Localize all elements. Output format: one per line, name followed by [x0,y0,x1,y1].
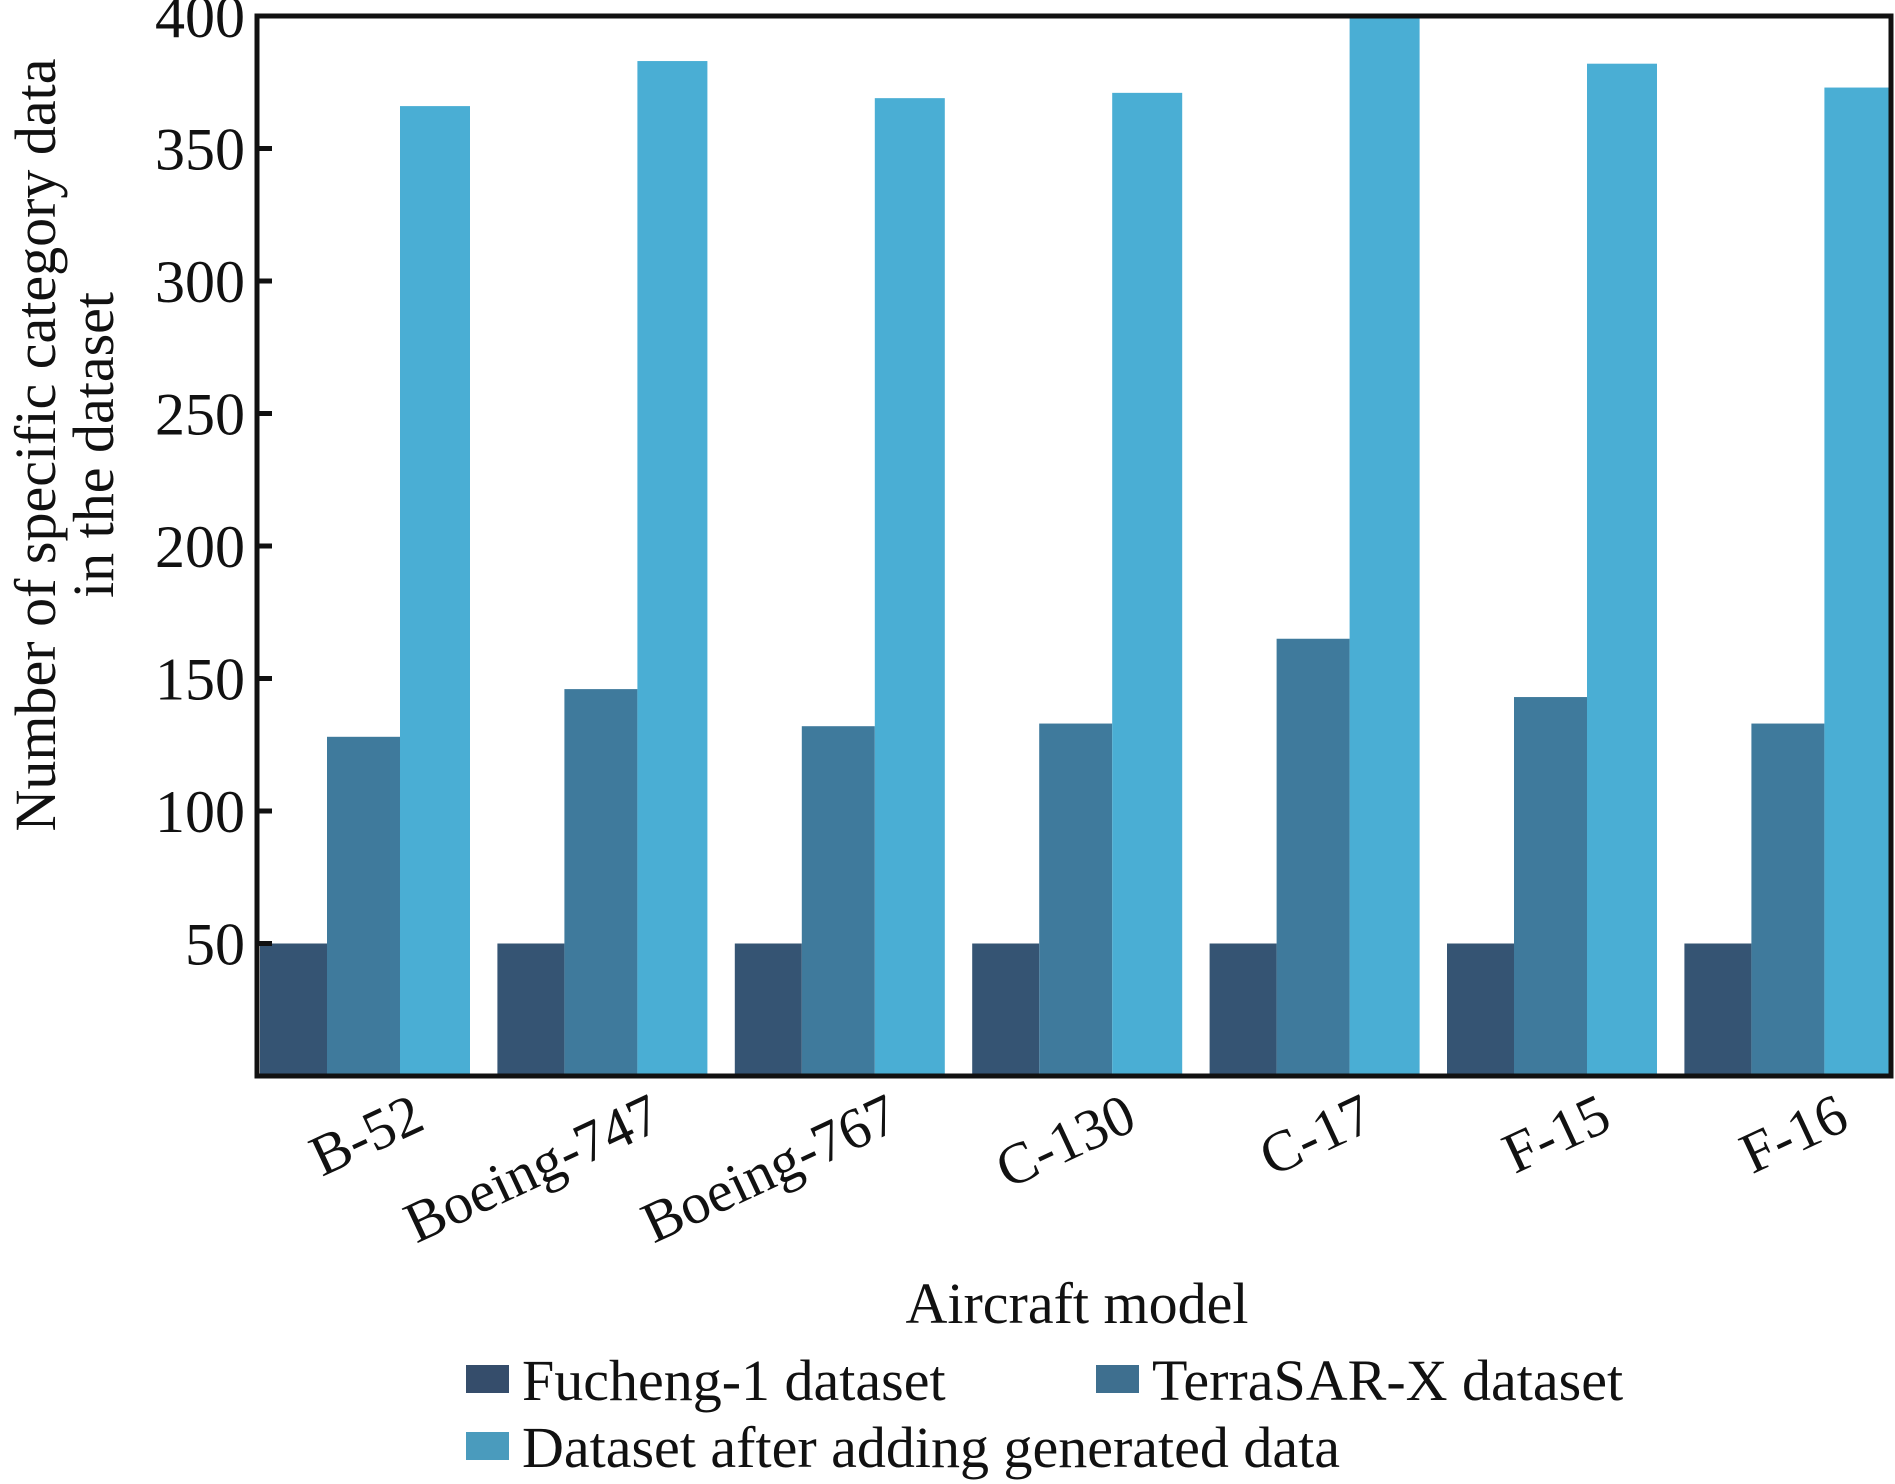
bar-boeing-747-fucheng-1-dataset [497,943,565,1076]
x-tick-label-f-15: F-15 [1493,1081,1620,1186]
bars-layer [260,16,1891,1077]
legend-swatch-fucheng-1 [466,1365,509,1393]
x-tick-label-boeing-767: Boeing-767 [632,1081,908,1256]
bar-group-f-15 [1447,63,1657,1076]
bar-b-52-fucheng-1-dataset [260,943,327,1076]
y-tick-label-150: 150 [155,647,245,713]
legend-item-fucheng-1: Fucheng-1 dataset [466,1348,946,1413]
x-tick-label-c-17: C-17 [1249,1081,1382,1189]
bar-f-16-fucheng-1-dataset [1684,943,1752,1076]
bar-group-b-52 [260,106,470,1077]
bar-b-52-terrasar-x-dataset [327,736,400,1076]
y-axis-ticks: 50 100 150 200 250 300 350 400 [155,0,272,978]
y-tick-label-50: 50 [185,912,245,978]
bar-c-130-terrasar-x-dataset [1039,723,1113,1076]
x-tick-label-f-16: F-16 [1730,1081,1857,1186]
bar-group-c-17 [1209,16,1420,1076]
y-axis-title: Number of specific category data in the … [3,59,126,832]
x-tick-label-c-130: C-130 [986,1081,1145,1201]
bar-boeing-767-dataset-after-adding-generated-data [874,98,945,1076]
y-tick-label-350: 350 [155,117,245,183]
bar-b-52-dataset-after-adding-generated-data [400,106,470,1077]
bar-boeing-767-fucheng-1-dataset [734,943,802,1076]
legend-item-generated: Dataset after adding generated data [466,1415,1340,1480]
y-tick-label-300: 300 [155,249,245,315]
bar-group-f-16 [1684,87,1891,1077]
bar-boeing-747-dataset-after-adding-generated-data [637,61,708,1077]
bar-f-15-terrasar-x-dataset [1514,697,1587,1076]
y-tick-label-400: 400 [155,0,245,50]
y-tick-label-200: 200 [155,514,245,580]
y-tick-label-100: 100 [155,779,245,845]
legend-label-terrasar-x: TerraSAR-X dataset [1152,1348,1623,1413]
bar-c-130-dataset-after-adding-generated-data [1112,92,1183,1077]
bar-boeing-747-terrasar-x-dataset [564,689,638,1076]
bar-f-15-dataset-after-adding-generated-data [1587,63,1657,1076]
bar-f-16-terrasar-x-dataset [1751,723,1825,1076]
x-tick-label-boeing-747: Boeing-747 [394,1081,670,1256]
legend-item-terrasar-x: TerraSAR-X dataset [1096,1348,1623,1413]
bar-group-boeing-747 [497,61,708,1077]
y-axis-title-line-1: Number of specific category data [3,59,68,832]
x-tick-label-b-52: B-52 [300,1081,433,1189]
bar-f-15-fucheng-1-dataset [1447,943,1514,1076]
legend-swatch-terrasar-x [1096,1365,1139,1393]
bar-group-c-130 [972,92,1183,1077]
legend-label-fucheng-1: Fucheng-1 dataset [522,1348,946,1413]
bar-group-boeing-767 [734,98,945,1076]
bar-c-17-terrasar-x-dataset [1276,638,1350,1076]
y-tick-label-250: 250 [155,382,245,448]
y-axis-title-line-2: in the dataset [61,292,126,598]
bar-c-130-fucheng-1-dataset [972,943,1040,1076]
bar-boeing-767-terrasar-x-dataset [801,726,875,1076]
legend-label-generated: Dataset after adding generated data [522,1415,1340,1480]
bar-c-17-fucheng-1-dataset [1209,943,1277,1076]
x-axis-title: Aircraft model [905,1271,1248,1336]
legend: Fucheng-1 dataset TerraSAR-X dataset Dat… [466,1348,1623,1480]
legend-swatch-generated [466,1432,509,1460]
bar-f-16-dataset-after-adding-generated-data [1824,87,1891,1077]
bar-c-17-dataset-after-adding-generated-data [1349,16,1420,1076]
